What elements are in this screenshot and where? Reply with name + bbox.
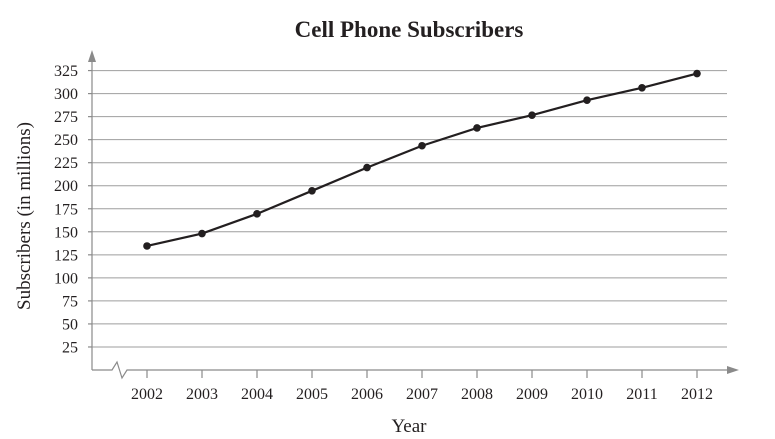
- data-point: [143, 242, 151, 250]
- data-point: [198, 229, 206, 238]
- chart-title: Cell Phone Subscribers: [295, 17, 524, 42]
- x-tick-label: 2009: [516, 386, 548, 403]
- data-point: [308, 187, 316, 195]
- x-tick-label: 2007: [406, 386, 438, 403]
- y-tick-label: 100: [54, 270, 78, 287]
- series-line: [146, 72, 698, 248]
- x-tick-label: 2005: [296, 386, 328, 403]
- gridlines: [92, 70, 727, 348]
- x-tick-label: 2006: [351, 386, 383, 403]
- y-tick-label: 300: [54, 86, 78, 103]
- y-tick-label: 50: [62, 316, 78, 333]
- y-axis-label: Subscribers (in millions): [14, 122, 35, 310]
- data-point: [583, 96, 591, 105]
- y-tick-label: 150: [54, 224, 78, 241]
- y-tick-labels: 25 50 75 100 125 150 175 200 225 250 275 300 325: [54, 63, 78, 356]
- y-tick-label: 175: [54, 201, 78, 218]
- x-tick-label: 2012: [681, 386, 713, 403]
- data-point: [473, 124, 481, 132]
- x-tick-label: 2004: [241, 386, 273, 403]
- y-tick-label: 325: [54, 63, 78, 80]
- x-tick-label: 2010: [571, 386, 603, 403]
- axes: [88, 50, 739, 380]
- x-tick-label: 2003: [186, 386, 218, 403]
- data-point: [528, 111, 536, 119]
- y-tick-label: 275: [54, 109, 78, 126]
- x-axis-label: Year: [391, 416, 427, 437]
- y-tick-label: 75: [62, 293, 78, 310]
- data-point: [418, 141, 426, 150]
- data-series: [143, 69, 701, 250]
- x-axis: [92, 360, 729, 380]
- y-tick-label: 225: [54, 155, 78, 172]
- x-tick-labels: 2002 2003 2004 2005 2006 2007 2008 2009 2010 2011…: [131, 386, 713, 403]
- y-tick-label: 250: [54, 132, 78, 149]
- x-tick-label: 2008: [461, 386, 493, 403]
- x-tick-label: 2011: [626, 386, 657, 403]
- data-point: [638, 83, 646, 92]
- y-tick-label: 25: [62, 339, 78, 356]
- data-point: [253, 210, 261, 218]
- y-axis-arrow: [88, 50, 96, 62]
- data-point: [693, 69, 701, 78]
- y-tick-label: 200: [54, 178, 78, 195]
- x-tick-label: 2002: [131, 386, 163, 403]
- data-point: [363, 163, 371, 172]
- y-tick-label: 125: [54, 247, 78, 264]
- x-axis-arrow: [727, 366, 739, 374]
